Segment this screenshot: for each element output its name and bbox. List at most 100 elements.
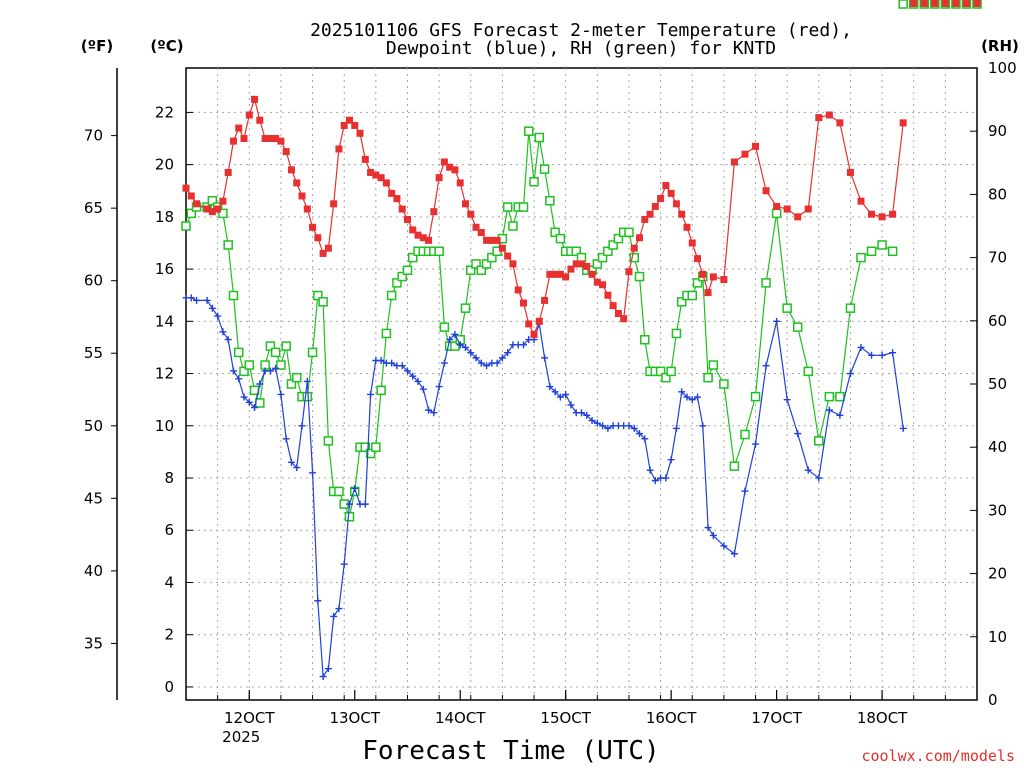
dewpoint-point xyxy=(588,417,596,425)
rh-point xyxy=(381,328,392,339)
dewpoint-point xyxy=(498,354,506,362)
rh-point xyxy=(518,202,529,212)
rh-point xyxy=(481,259,492,269)
rh-point xyxy=(524,126,534,136)
temperature-point xyxy=(530,330,538,338)
temperature-point xyxy=(187,192,195,200)
rh-tick-label: 10 xyxy=(988,628,1007,646)
temperature-point xyxy=(572,260,580,268)
temperature-point xyxy=(973,0,981,7)
temperature-point xyxy=(251,95,259,103)
rh-point xyxy=(318,297,328,307)
temperature-point xyxy=(488,236,496,244)
temperature-point xyxy=(546,270,554,278)
dewpoint-point xyxy=(804,466,812,474)
temperature-point xyxy=(662,182,670,190)
dewpoint-point xyxy=(330,612,338,620)
celsius-tick-label: 10 xyxy=(155,417,174,435)
temperature-point xyxy=(446,163,454,171)
dewpoint-point xyxy=(604,424,612,432)
rh-point xyxy=(450,341,460,351)
temperature-line xyxy=(185,97,904,336)
temperature-point xyxy=(683,223,691,231)
rh-point xyxy=(408,252,418,263)
rh-point xyxy=(792,322,803,332)
temperature-point xyxy=(657,195,665,203)
dewpoint-point xyxy=(467,349,475,357)
dewpoint-point xyxy=(868,351,876,359)
dewpoint-point xyxy=(562,390,570,398)
dewpoint-point xyxy=(762,362,770,370)
temperature-point xyxy=(783,205,791,213)
temperature-point xyxy=(578,260,585,268)
fahrenheit-tick-label: 35 xyxy=(84,634,103,652)
temperature-point xyxy=(235,124,243,132)
rh-point xyxy=(365,448,376,459)
temperature-point xyxy=(319,249,327,257)
temperature-point xyxy=(393,195,401,203)
dewpoint-series xyxy=(183,294,907,680)
temperature-point xyxy=(340,121,348,129)
temperature-point xyxy=(409,226,417,234)
rh-point xyxy=(186,208,197,219)
dewpoint-point xyxy=(551,388,559,396)
rh-point xyxy=(239,366,249,377)
rh-point xyxy=(571,246,581,257)
rh-unit-label: (RH) xyxy=(981,37,1019,55)
temperature-point xyxy=(694,255,702,263)
dewpoint-point xyxy=(662,474,670,482)
rh-point xyxy=(270,347,281,358)
rh-point xyxy=(539,164,550,174)
rh-tick-label: 100 xyxy=(988,59,1017,77)
rh-point xyxy=(835,391,845,402)
temperature-point xyxy=(567,265,575,273)
fahrenheit-tick-label: 50 xyxy=(84,417,103,435)
fahrenheit-tick-label: 55 xyxy=(84,344,103,362)
temperature-point xyxy=(941,0,949,7)
temperature-point xyxy=(625,268,633,276)
dewpoint-point xyxy=(599,422,607,430)
rh-point xyxy=(302,391,313,402)
temperature-point xyxy=(382,179,390,187)
dewpoint-point xyxy=(345,500,353,508)
temperature-point xyxy=(440,158,448,166)
dewpoint-point xyxy=(815,474,823,482)
dewpoint-point xyxy=(636,430,644,438)
rh-point xyxy=(376,385,386,396)
temperature-point xyxy=(498,244,506,252)
celsius-tick-label: 18 xyxy=(155,208,174,226)
dewpoint-point xyxy=(446,336,454,344)
dewpoint-point xyxy=(367,390,375,398)
rh-point xyxy=(471,259,481,269)
x-tick-sublabel: 2025 xyxy=(222,728,260,746)
temperature-point xyxy=(324,244,332,252)
rh-point xyxy=(460,303,471,313)
dewpoint-point xyxy=(361,500,369,508)
temperature-point xyxy=(293,179,301,187)
credit-label: coolwx.com/models xyxy=(861,747,1015,765)
temperature-point xyxy=(752,142,760,150)
rh-point xyxy=(608,240,618,250)
rh-point xyxy=(856,252,866,263)
temperature-point xyxy=(335,145,343,153)
dewpoint-point xyxy=(878,351,886,359)
dewpoint-point xyxy=(229,367,237,375)
dewpoint-point xyxy=(483,362,491,370)
dewpoint-point xyxy=(709,531,717,539)
dewpoint-point xyxy=(846,370,854,378)
celsius-tick-label: 14 xyxy=(155,312,174,330)
temperature-point xyxy=(509,260,517,268)
rh-point xyxy=(360,442,371,452)
temperature-point xyxy=(672,200,680,208)
dewpoint-point xyxy=(593,419,601,427)
x-tick-label: 17OCT xyxy=(751,709,802,727)
rh-point xyxy=(676,297,687,307)
dewpoint-point xyxy=(578,409,585,417)
temperature-point xyxy=(224,168,232,176)
fahrenheit-tick-label: 60 xyxy=(84,272,103,290)
temperature-point xyxy=(825,111,833,119)
rh-point xyxy=(866,246,877,257)
dewpoint-point xyxy=(193,296,201,304)
temperature-point xyxy=(493,236,501,244)
temperature-point xyxy=(240,135,248,143)
